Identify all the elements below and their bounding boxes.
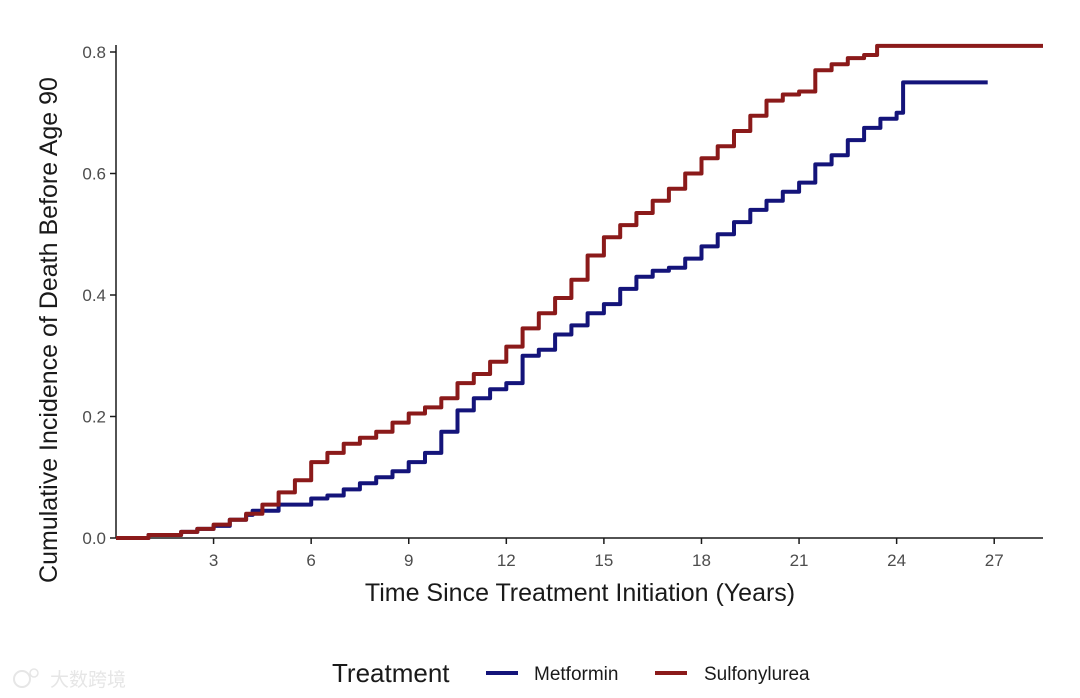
x-tick-label: 12: [497, 551, 516, 570]
x-tick-label: 18: [692, 551, 711, 570]
x-tick-label: 6: [306, 551, 315, 570]
legend-title: Treatment: [332, 658, 450, 688]
x-ticks: 3 6 9 12 15 18 21 24 27: [209, 538, 1004, 570]
legend-label-sulfonylurea: Sulfonylurea: [704, 664, 810, 685]
series-lines: [116, 43, 1043, 540]
x-tick-label: 15: [594, 551, 613, 570]
y-tick-label: 0.2: [82, 408, 106, 427]
y-tick-label: 0.0: [82, 529, 106, 548]
watermark-text: 大数跨境: [50, 669, 126, 691]
watermark: 大数跨境: [13, 668, 126, 691]
y-ticks: 0.0 0.2 0.4 0.6 0.8: [82, 43, 116, 548]
x-tick-label: 24: [887, 551, 906, 570]
watermark-logo-icon: [13, 670, 31, 688]
y-tick-label: 0.4: [82, 286, 106, 305]
legend: Treatment Metformin Sulfonylurea: [332, 658, 810, 688]
x-tick-label: 3: [209, 551, 218, 570]
y-axis-title: Cumulative Incidence of Death Before Age…: [35, 77, 63, 583]
x-tick-label: 9: [404, 551, 413, 570]
y-tick-label: 0.6: [82, 165, 106, 184]
axes: [115, 45, 1043, 539]
series-line-metformin: [116, 80, 988, 540]
series-line-sulfonylurea: [116, 43, 1043, 540]
x-tick-label: 21: [790, 551, 809, 570]
x-tick-label: 27: [985, 551, 1004, 570]
x-axis-title: Time Since Treatment Initiation (Years): [365, 579, 795, 607]
y-tick-label: 0.8: [82, 43, 106, 62]
legend-label-metformin: Metformin: [534, 664, 618, 685]
watermark-logo-icon-dot: [29, 668, 39, 678]
